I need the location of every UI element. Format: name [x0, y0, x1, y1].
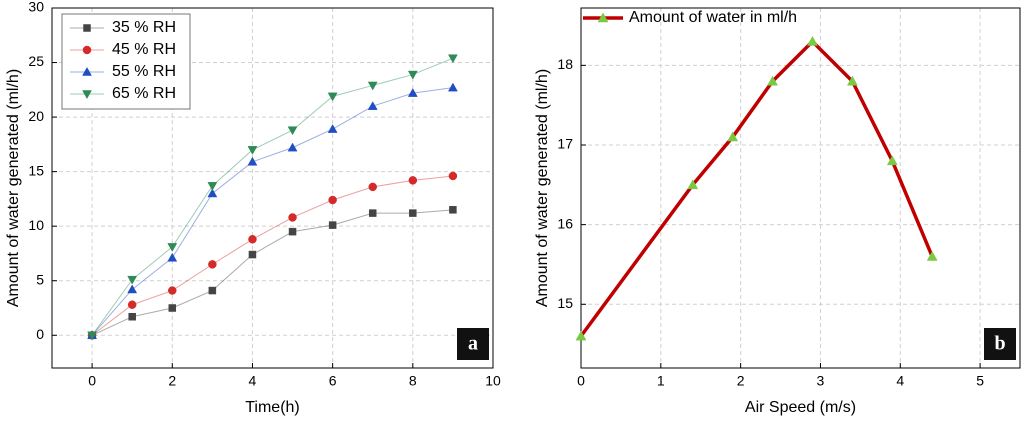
marker: [575, 330, 587, 341]
marker: [447, 82, 458, 92]
marker: [367, 81, 378, 91]
marker: [886, 155, 898, 166]
marker: [727, 131, 739, 142]
marker: [82, 45, 92, 55]
legend-label: 45 % RH: [112, 41, 176, 58]
marker: [128, 312, 136, 321]
marker: [82, 66, 92, 76]
marker: [82, 90, 92, 100]
x-tick-label: 2: [737, 373, 745, 389]
x-tick-label: 4: [249, 373, 257, 389]
y-tick-label: 15: [557, 295, 573, 311]
y-tick-label: 5: [36, 271, 44, 287]
legend-label: Amount of water in ml/h: [629, 9, 797, 26]
marker: [447, 54, 458, 64]
marker: [687, 179, 699, 190]
marker: [287, 126, 298, 136]
x-axis-title: Time(h): [245, 399, 300, 416]
marker: [926, 250, 938, 261]
x-tick-label: 6: [329, 373, 337, 389]
x-tick-label: 5: [976, 373, 984, 389]
marker: [247, 156, 258, 166]
y-tick-label: 18: [557, 56, 573, 72]
marker: [807, 35, 818, 46]
y-tick-label: 15: [28, 162, 44, 178]
marker: [327, 92, 338, 102]
marker: [767, 75, 778, 86]
panel-box: [984, 328, 1016, 360]
marker: [83, 24, 91, 32]
marker: [208, 286, 217, 295]
marker: [167, 252, 178, 262]
panel-label: b: [994, 333, 1005, 355]
plot-frame: [51, 7, 494, 369]
marker: [168, 304, 177, 312]
x-tick-label: 2: [168, 373, 176, 389]
marker: [367, 101, 378, 110]
marker: [449, 206, 457, 214]
marker: [597, 12, 609, 23]
x-tick-label: 0: [88, 373, 96, 389]
series-line: [579, 38, 934, 338]
series-line: [91, 209, 453, 336]
panel-box: [457, 328, 489, 360]
y-tick-label: 10: [28, 217, 44, 233]
y-tick-label: 16: [557, 215, 573, 231]
legend-label: 35 % RH: [112, 19, 176, 36]
marker: [407, 88, 418, 97]
marker: [368, 209, 377, 217]
marker: [247, 146, 258, 155]
series-line: [91, 87, 453, 336]
x-tick-label: 0: [577, 373, 585, 389]
marker: [167, 243, 178, 252]
series-line: [91, 175, 453, 336]
marker: [368, 182, 377, 192]
marker: [409, 209, 417, 217]
x-tick-label: 4: [896, 373, 904, 389]
marker: [408, 176, 418, 185]
legend-label: 55 % RH: [112, 63, 176, 80]
marker: [208, 260, 217, 269]
marker: [127, 275, 138, 285]
marker: [127, 284, 138, 294]
marker: [287, 142, 298, 152]
y-axis-title: Amount of water generated (ml/h): [534, 69, 551, 307]
y-tick-label: 20: [28, 108, 44, 124]
x-tick-label: 10: [485, 373, 501, 389]
marker: [407, 70, 418, 80]
plot-frame: [580, 7, 1021, 369]
marker: [846, 75, 858, 86]
marker: [248, 235, 257, 244]
y-tick-label: 25: [28, 53, 44, 69]
marker: [87, 331, 98, 341]
y-tick-label: 17: [557, 136, 573, 152]
series-line: [91, 57, 454, 336]
marker: [127, 300, 137, 309]
panel-label: a: [468, 333, 478, 355]
x-axis-title: Air Speed (m/s): [745, 399, 856, 416]
y-tick-label: 0: [36, 326, 44, 342]
marker: [288, 227, 297, 236]
marker: [288, 213, 297, 222]
marker: [328, 195, 337, 205]
marker: [207, 182, 218, 191]
marker: [248, 250, 257, 259]
x-tick-label: 3: [817, 373, 825, 389]
y-axis-title: Amount of water generated (ml/h): [5, 69, 22, 307]
legend-label: 65 % RH: [112, 85, 176, 102]
marker: [168, 286, 177, 295]
marker: [328, 221, 337, 229]
marker: [448, 171, 458, 181]
x-tick-label: 1: [657, 373, 665, 389]
y-tick-label: 30: [28, 0, 44, 15]
marker: [327, 124, 338, 133]
marker: [207, 188, 218, 198]
x-tick-label: 8: [409, 373, 417, 389]
